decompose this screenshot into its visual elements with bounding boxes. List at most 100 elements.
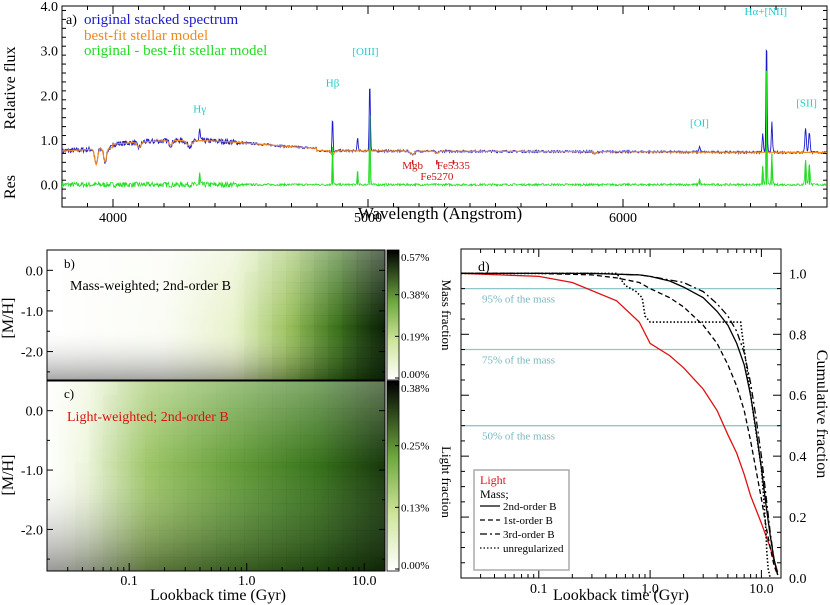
legend-entries: 2nd-order B 1st-order B 3rd-order B unregul… <box>480 501 564 555</box>
reference-lines: 95% of the mass 75% of the mass 50% of the… <box>461 287 781 443</box>
emission-line-label: Hα+[NII] <box>745 6 788 18</box>
absorption-line-label: Fe5270 <box>420 171 454 183</box>
y-tick-label: 2.0 <box>41 89 59 104</box>
x-tick-label: 0.1 <box>120 574 138 589</box>
residual-line <box>62 81 827 189</box>
x-tick-label: 0.1 <box>530 582 548 597</box>
mass-colorbar-label: Mass fraction <box>439 279 454 351</box>
emission-line-label: [OI] <box>690 118 709 130</box>
reference-line-label: 75% of the mass <box>482 355 555 367</box>
y-tick-label: 0.0 <box>26 405 44 420</box>
y-tick-label: -2.0 <box>21 523 43 538</box>
reference-line-label: 50% of the mass <box>482 431 555 443</box>
y-tick-label: 0.2 <box>789 511 807 526</box>
spectrum-ylabel: Relative flux <box>2 46 19 129</box>
mass-heatmap-ylabel: [M/H] <box>0 298 17 339</box>
residual-ylabel: Res <box>2 175 19 199</box>
light-colorbar-label: Light fraction <box>439 446 454 518</box>
colorbar-tick-label: 0.00% <box>401 560 429 572</box>
legend-model: best-fit stellar model <box>84 28 208 44</box>
colorbar-tick-label: 0.38% <box>401 383 429 395</box>
y-tick-label: -1.0 <box>21 464 43 479</box>
colorbar-tick-label: 0.19% <box>401 331 429 343</box>
light-heatmap-panel: c) Light-weighted; 2nd-order B 0.0 -1.0 -2… <box>0 380 454 604</box>
y-tick-label: 3.0 <box>41 45 59 60</box>
light-colorbar <box>386 380 400 572</box>
light-colorbar-ticks: 0.38% 0.25% 0.13% 0.00% <box>395 383 429 572</box>
series-line <box>461 272 779 576</box>
panel-d-label: d) <box>478 260 490 275</box>
legend-entry-label: 2nd-order B <box>503 501 556 513</box>
emission-line-label: [SII] <box>796 98 817 110</box>
legend-light-header: Light <box>480 473 507 487</box>
x-tick-label: 1.0 <box>641 582 659 597</box>
x-tick-label: 5000 <box>354 211 382 226</box>
y-tick-label: 1.0 <box>789 267 807 282</box>
spectrum-frame <box>61 5 828 208</box>
x-tick-label: 1.0 <box>238 574 256 589</box>
cumulative-ylabel: Cumulative fraction <box>813 350 830 478</box>
absorption-line-label: Mgb <box>402 160 423 172</box>
emission-line-label: Hγ <box>193 103 206 115</box>
mass-heatmap-title: Mass-weighted; 2nd-order B <box>70 279 231 294</box>
light-heatmap-xlabel: Lookback time (Gyr) <box>150 587 286 604</box>
spectrum-tick-labels: 4000 5000 6000 0.0 1.0 2.0 3.0 4.0 <box>41 0 638 226</box>
cumulative-panel: 95% of the mass 75% of the mass 50% of the… <box>460 248 830 604</box>
light-heatmap-yticks: 0.0 -1.0 -2.0 <box>21 380 385 560</box>
cumulative-ticks: 0.1 1.0 10.0 0.0 0.2 0.4 0.6 0.8 1.0 <box>460 249 807 597</box>
y-tick-label: -2.0 <box>21 346 43 361</box>
y-tick-label: 0.0 <box>41 179 59 194</box>
emission-line-label: Hβ <box>326 77 340 89</box>
mass-colorbar-ticks: 0.57% 0.38% 0.19% 0.00% <box>395 252 429 381</box>
x-tick-label: 4000 <box>99 211 127 226</box>
spectrum-panel: 4000 5000 6000 0.0 1.0 2.0 3.0 4.0 a) original … <box>2 0 828 226</box>
colorbar-tick-label: 0.57% <box>401 252 429 264</box>
x-tick-label: 10.0 <box>749 582 774 597</box>
cumulative-legend: Light Mass; 2nd-order B 1st-order B 3rd-or… <box>473 469 570 571</box>
y-tick-label: 0.8 <box>789 328 807 343</box>
stellar-model-line <box>62 139 827 166</box>
panel-a-label: a) <box>66 13 77 28</box>
cumulative-xlabel: Lookback time (Gyr) <box>553 587 689 604</box>
residual-emission-spikes <box>199 70 810 185</box>
legend-entry-label: 3rd-order B <box>503 529 555 541</box>
series-line <box>461 272 771 578</box>
legend-residual: original - best-fit stellar model <box>84 43 267 59</box>
original-spectrum-line <box>62 48 827 166</box>
series-line <box>461 272 779 576</box>
spectrum-xlabel: Wavelength (Angstrom) <box>358 204 522 223</box>
absorption-line-label: Fe5335 <box>437 160 471 172</box>
colorbar-tick-label: 0.25% <box>401 441 429 453</box>
line-annotations: Hγ Hβ [OIII] [OI] Hα+[NII] [SII] MgbFe5270Fe53… <box>193 6 817 183</box>
mass-heatmap-cells <box>258 250 386 381</box>
x-tick-label: 6000 <box>609 211 637 226</box>
panel-c-label: c) <box>64 386 74 401</box>
light-heatmap-xticks: 0.1 1.0 10.0 <box>46 563 377 589</box>
legend-original: original stacked spectrum <box>84 12 238 28</box>
mass-colorbar <box>386 249 400 381</box>
spectrum-ticks <box>61 6 828 208</box>
legend-mass-header: Mass; <box>480 487 509 501</box>
reference-line-label: 95% of the mass <box>482 294 555 306</box>
y-tick-label: 4.0 <box>41 0 59 15</box>
colorbar-tick-label: 0.13% <box>401 502 429 514</box>
x-tick-label: 10.0 <box>352 574 377 589</box>
y-tick-label: 0.0 <box>789 572 807 587</box>
series-line <box>461 272 779 576</box>
y-tick-label: 1.0 <box>41 134 59 149</box>
y-tick-label: 0.4 <box>789 450 807 465</box>
series-line <box>461 272 779 573</box>
mass-heatmap-yticks: 0.0 -1.0 -2.0 <box>21 249 385 373</box>
panel-b-label: b) <box>64 256 75 271</box>
light-heatmap-cells <box>117 381 386 572</box>
mass-heatmap-panel: b) Mass-weighted; 2nd-order B 0.0 -1.0 -2.… <box>0 249 454 381</box>
colorbar-tick-label: 0.38% <box>401 290 429 302</box>
colorbar-tick-label: 0.00% <box>401 369 429 381</box>
light-heatmap-title: Light-weighted; 2nd-order B <box>67 410 229 425</box>
legend-entry-label: 1st-order B <box>503 515 553 527</box>
legend-entry-label: unregularized <box>503 543 564 555</box>
cumulative-series <box>461 272 779 578</box>
light-heatmap-ylabel: [M/H] <box>0 455 17 496</box>
emission-line-label: [OIII] <box>352 46 378 58</box>
